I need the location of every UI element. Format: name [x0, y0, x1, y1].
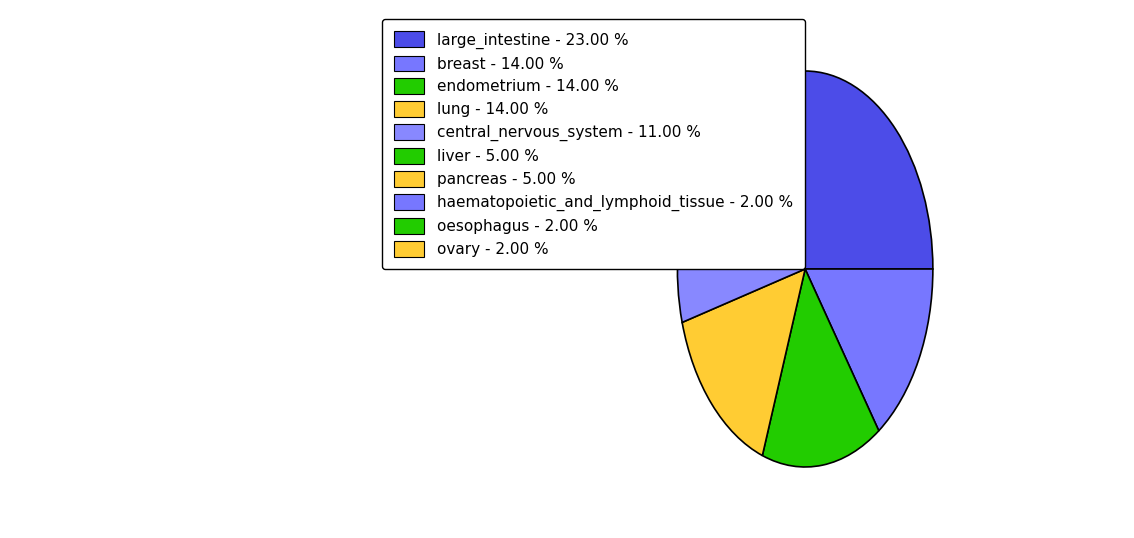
Wedge shape	[771, 73, 805, 269]
Wedge shape	[692, 124, 805, 269]
Wedge shape	[788, 71, 805, 269]
Wedge shape	[754, 79, 805, 269]
Wedge shape	[718, 87, 805, 269]
Wedge shape	[805, 71, 933, 269]
Wedge shape	[683, 269, 805, 456]
Wedge shape	[677, 178, 805, 322]
Wedge shape	[762, 269, 879, 467]
Legend: large_intestine - 23.00 %, breast - 14.00 %, endometrium - 14.00 %, lung - 14.00: large_intestine - 23.00 %, breast - 14.0…	[382, 19, 805, 269]
Wedge shape	[805, 269, 933, 431]
